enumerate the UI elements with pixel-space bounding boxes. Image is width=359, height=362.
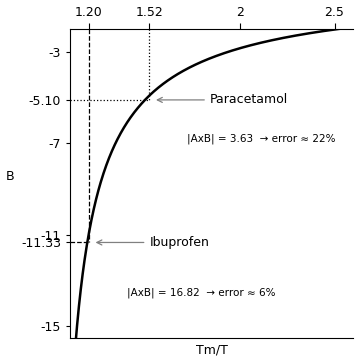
Text: Ibuprofen: Ibuprofen (97, 236, 209, 249)
Y-axis label: B: B (5, 171, 14, 184)
Text: Paracetamol: Paracetamol (157, 93, 288, 106)
X-axis label: Tm/T: Tm/T (196, 344, 228, 357)
Text: |AxB| = 16.82  → error ≈ 6%: |AxB| = 16.82 → error ≈ 6% (127, 287, 275, 298)
Text: |AxB| = 3.63  → error ≈ 22%: |AxB| = 3.63 → error ≈ 22% (187, 133, 336, 144)
